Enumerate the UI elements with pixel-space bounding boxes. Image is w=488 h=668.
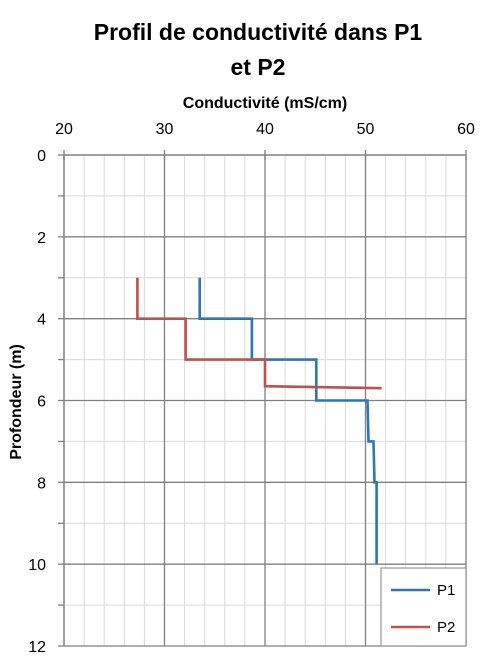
y-axis-title: Profondeur (m) bbox=[8, 344, 25, 460]
series-line-p1 bbox=[198, 277, 378, 565]
y-tick-label: 12 bbox=[28, 639, 46, 656]
x-tick-label: 40 bbox=[256, 121, 274, 138]
x-tick-labels: 20 30 40 50 60 bbox=[55, 121, 475, 138]
x-tick-label: 20 bbox=[55, 121, 73, 138]
chart-title-line-2: et P2 bbox=[231, 54, 286, 80]
chart-title-line-1: Profil de conductivité dans P1 bbox=[94, 19, 423, 45]
y-tick-labels: 0 2 4 6 8 10 12 bbox=[28, 148, 46, 656]
x-tick-label: 50 bbox=[357, 121, 375, 138]
legend-label-p1: P1 bbox=[437, 582, 455, 599]
y-tick-label: 2 bbox=[37, 230, 46, 247]
legend-label-p2: P2 bbox=[437, 619, 455, 636]
axes bbox=[58, 150, 467, 647]
y-tick-label: 4 bbox=[37, 312, 46, 329]
series-line-p2 bbox=[136, 277, 382, 390]
y-tick-label: 6 bbox=[37, 394, 46, 411]
x-tick-label: 30 bbox=[156, 121, 174, 138]
y-tick-label: 8 bbox=[37, 475, 46, 492]
x-tick-label: 60 bbox=[457, 121, 475, 138]
y-tick-label: 0 bbox=[37, 148, 46, 165]
legend: P1 P2 bbox=[380, 567, 467, 647]
y-tick-label: 10 bbox=[28, 557, 46, 574]
legend-box bbox=[380, 567, 467, 647]
x-axis-title: Conductivité (mS/cm) bbox=[183, 95, 347, 112]
series-lines bbox=[136, 277, 382, 565]
